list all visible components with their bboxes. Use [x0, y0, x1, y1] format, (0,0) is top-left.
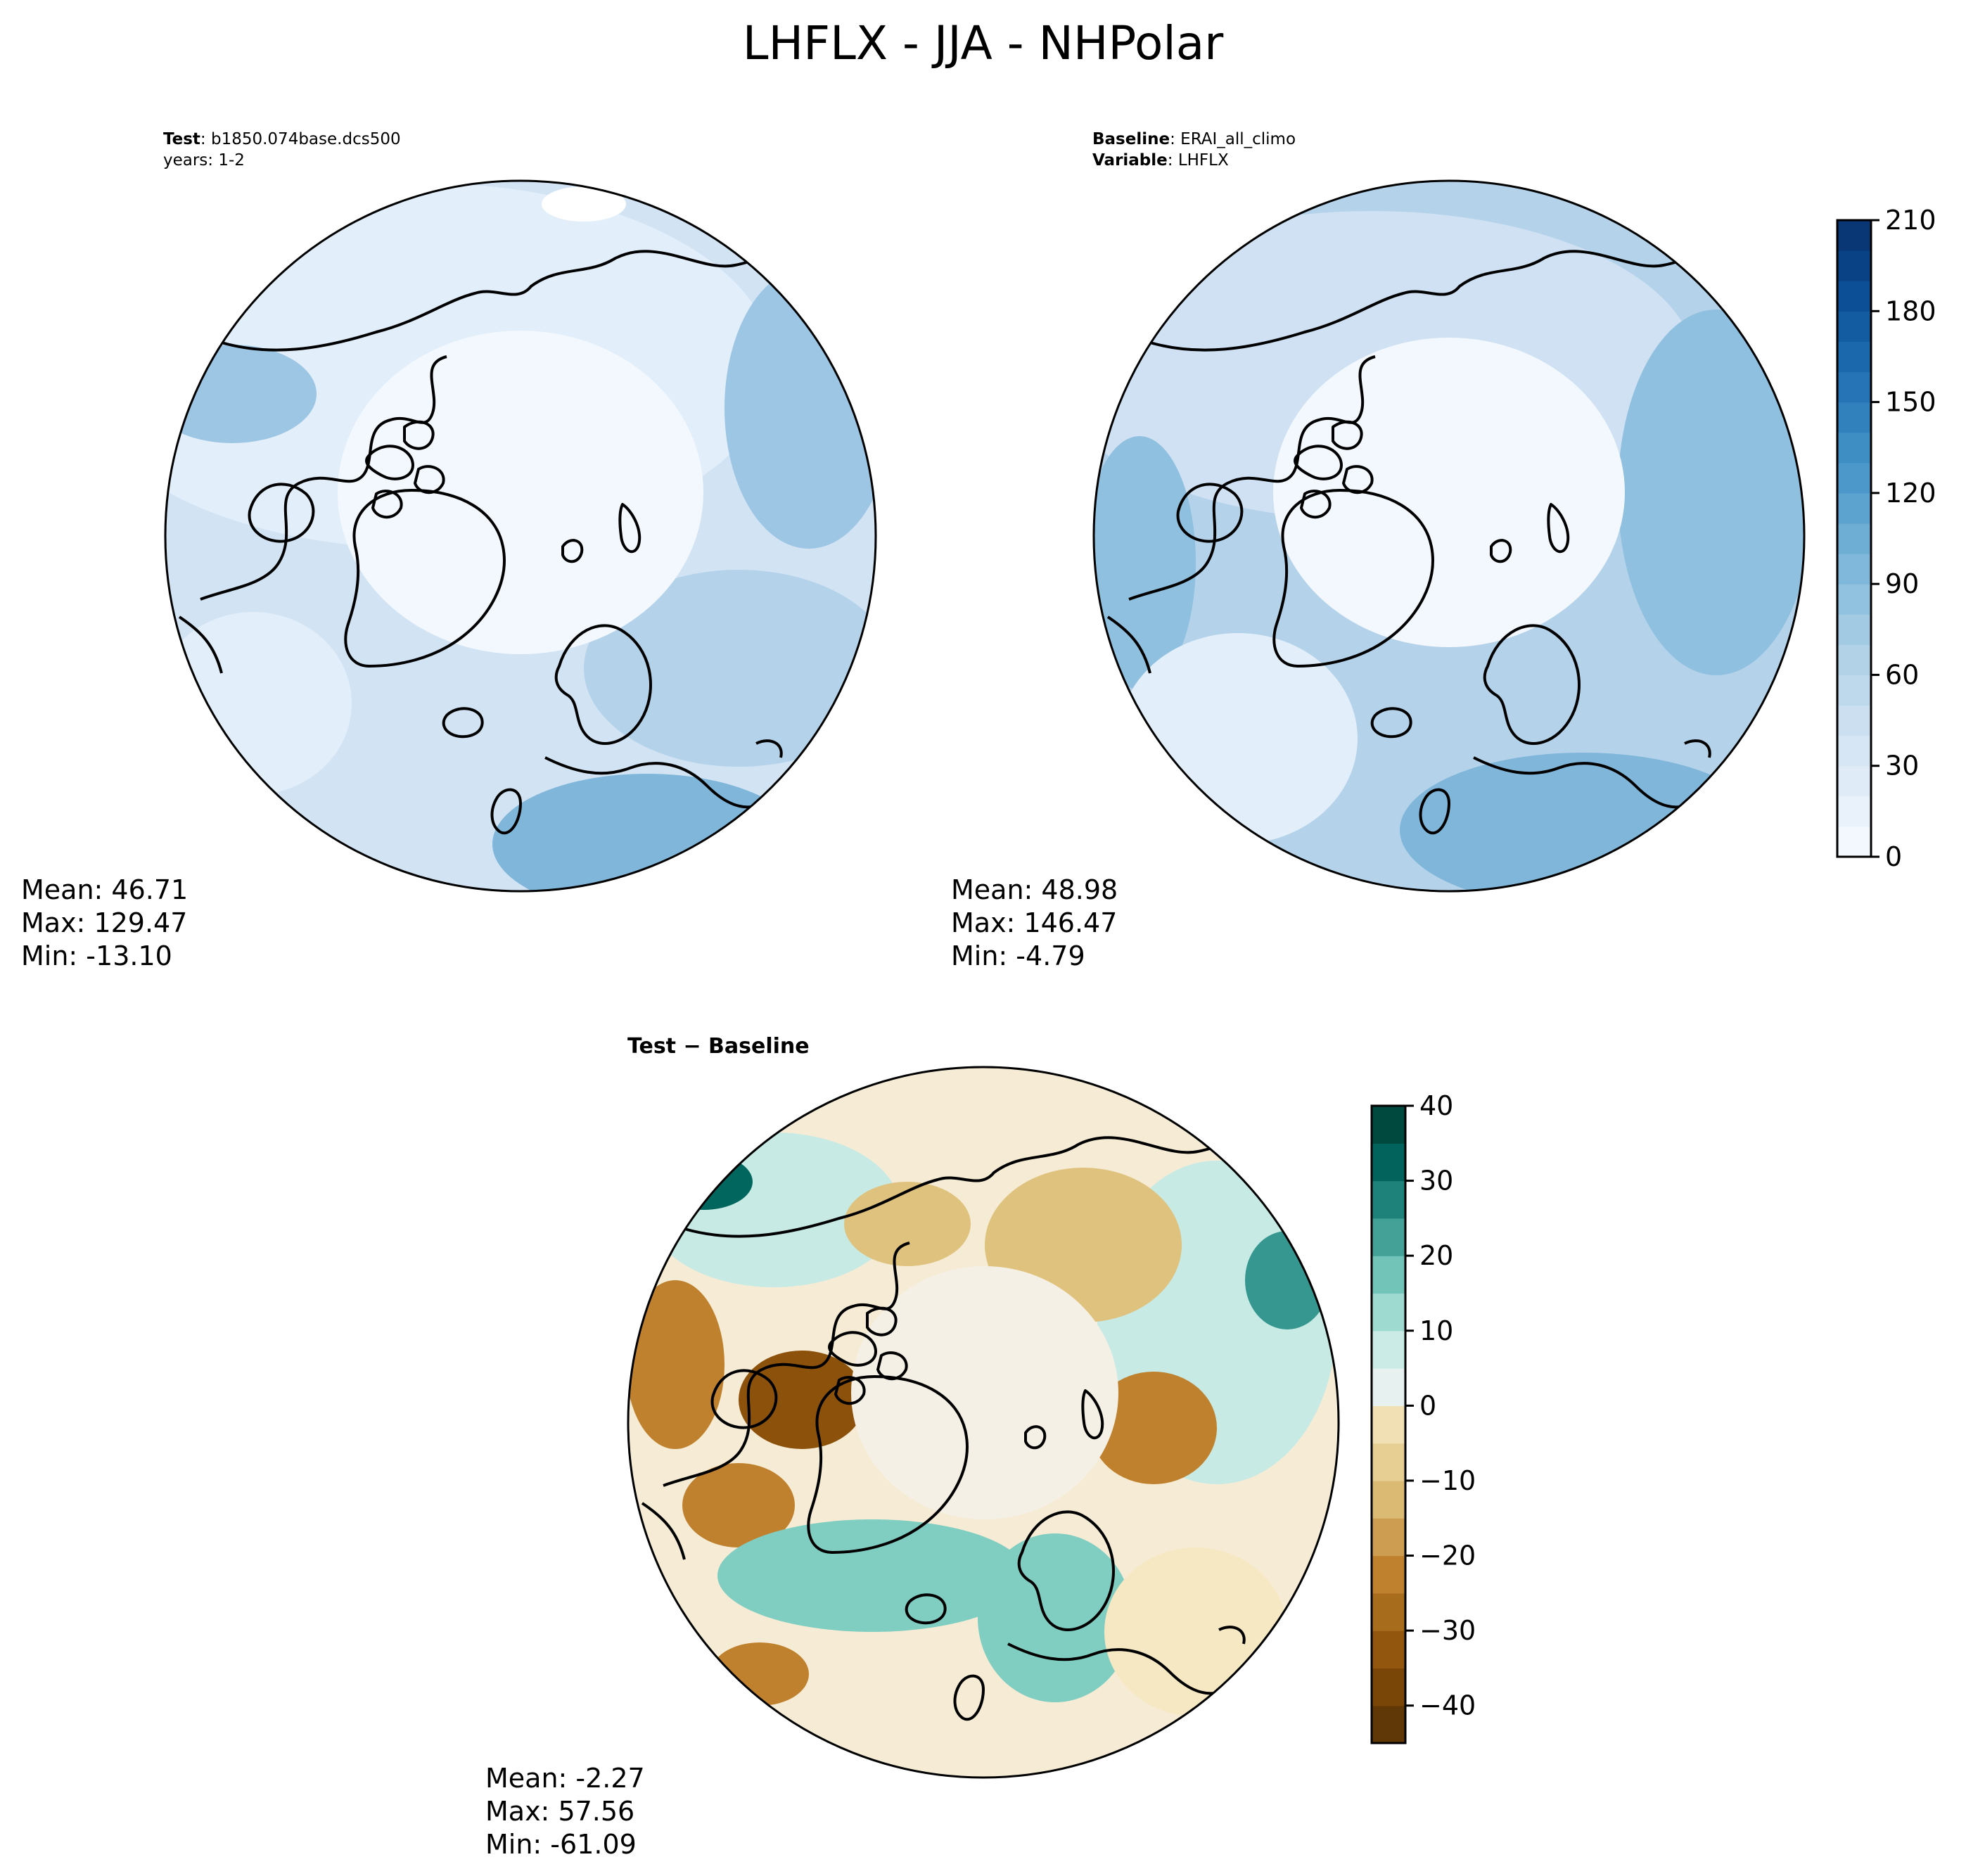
- baseline-colorbar-bin: [1837, 523, 1871, 554]
- diff-colorbar-bin: [1372, 1555, 1405, 1594]
- diff-max: Max: 57.56: [485, 1796, 635, 1827]
- baseline-colorbar-bin: [1837, 826, 1871, 857]
- diff-colorbar-bin: [1372, 1705, 1405, 1744]
- test-max: Max: 129.47: [21, 907, 188, 938]
- baseline-colorbar-bin: [1837, 402, 1871, 433]
- diff-colorbar-tick-label: 20: [1419, 1240, 1453, 1271]
- page-title: LHFLX - JJA - NHPolar: [742, 16, 1224, 70]
- baseline-map: [1094, 181, 1804, 891]
- variable-label-value: LHFLX: [1177, 151, 1229, 170]
- baseline-max: Max: 146.47: [951, 907, 1118, 938]
- baseline-colorbar-bin: [1837, 644, 1871, 676]
- diff-colorbar-bin: [1372, 1631, 1405, 1669]
- test-stats: Mean: 46.71 Max: 129.47 Min: -13.10: [21, 874, 188, 973]
- baseline-colorbar-bin: [1837, 614, 1871, 645]
- diff-colorbar-frame: [1370, 1104, 1407, 1744]
- baseline-label-value: ERAI_all_climo: [1180, 130, 1296, 148]
- diff-colorbar-bin: [1372, 1330, 1405, 1369]
- baseline-colorbar-tick-label: 30: [1885, 751, 1919, 781]
- baseline-min: Min: -4.79: [951, 940, 1085, 971]
- diff-colorbar-tick-label: 0: [1419, 1390, 1436, 1421]
- baseline-colorbar-tick-label: 150: [1885, 387, 1936, 418]
- baseline-mean: Mean: 48.98: [951, 874, 1118, 905]
- diff-colorbar-bin: [1372, 1368, 1405, 1406]
- baseline-colorbar-tick-label: 60: [1885, 659, 1919, 690]
- diff-colorbar-tick-label: −30: [1419, 1615, 1476, 1646]
- diff-colorbar-bin: [1372, 1106, 1405, 1144]
- diff-colorbar-bin: [1372, 1593, 1405, 1631]
- baseline-colorbar-bin: [1837, 735, 1871, 767]
- diff-colorbar-tick-label: 40: [1419, 1090, 1453, 1121]
- diff-colorbar-bin: [1372, 1256, 1405, 1294]
- baseline-colorbar-tick-label: 90: [1885, 568, 1919, 599]
- diff-mean: Mean: -2.27: [485, 1763, 645, 1794]
- diff-colorbar-bin: [1372, 1480, 1405, 1519]
- diff-colorbar-bin: [1372, 1293, 1405, 1332]
- diff-colorbar-bin: [1372, 1518, 1405, 1557]
- test-mean: Mean: 46.71: [21, 874, 189, 905]
- diff-colorbar-tick-label: −10: [1419, 1465, 1476, 1496]
- diff-map: [628, 1067, 1339, 1778]
- baseline-colorbar-tick-label: 180: [1885, 295, 1936, 326]
- test-min: Min: -13.10: [21, 940, 172, 971]
- baseline-colorbar-tick-label: 0: [1885, 841, 1902, 872]
- diff-colorbar-bin: [1372, 1443, 1405, 1481]
- diff-panel-label: Test − Baseline: [627, 1034, 810, 1059]
- baseline-colorbar-bin: [1837, 250, 1871, 281]
- diff-stats: Mean: -2.27 Max: 57.56 Min: -61.09: [485, 1762, 645, 1861]
- variable-label: Variable: LHFLX: [1092, 151, 1229, 170]
- test-panel-label: Test: b1850.074base.dcs500: [163, 130, 401, 148]
- baseline-colorbar-tick-label: 210: [1885, 205, 1936, 236]
- baseline-colorbar-bin: [1837, 705, 1871, 736]
- baseline-colorbar-bin: [1837, 765, 1871, 797]
- diff-colorbar-tick-label: 10: [1419, 1315, 1453, 1346]
- baseline-colorbar-bin: [1837, 492, 1871, 524]
- baseline-colorbar-bin: [1837, 462, 1871, 494]
- diff-map-boundary: [627, 1066, 1340, 1779]
- diff-colorbar-bin: [1372, 1668, 1405, 1706]
- baseline-map-boundary: [1092, 179, 1806, 893]
- baseline-stats: Mean: 48.98 Max: 146.47 Min: -4.79: [951, 874, 1118, 973]
- test-label-key: Test: [163, 130, 200, 148]
- baseline-colorbar-bin: [1837, 675, 1871, 706]
- baseline-panel-label: Baseline: ERAI_all_climo: [1092, 130, 1296, 148]
- baseline-colorbar-bin: [1837, 584, 1871, 615]
- diff-colorbar-bin: [1372, 1218, 1405, 1256]
- diff-colorbar-tick-label: −40: [1419, 1690, 1476, 1721]
- diff-colorbar-bin: [1372, 1405, 1405, 1444]
- baseline-colorbar-bin: [1837, 432, 1871, 464]
- test-years-label: years: 1-2: [163, 151, 245, 170]
- baseline-colorbar-frame: [1836, 219, 1872, 858]
- test-map: [165, 181, 876, 891]
- diff-colorbar-bin: [1372, 1143, 1405, 1182]
- diff-colorbar-tick-label: −20: [1419, 1540, 1476, 1571]
- diff-colorbar: −40 −30 −20 −10 0 10 20 30 40: [1370, 1090, 1476, 1744]
- baseline-colorbar-bin: [1837, 341, 1871, 373]
- baseline-colorbar-bin: [1837, 311, 1871, 342]
- baseline-colorbar: 0 30 60 90 120 150 180 210: [1836, 205, 1936, 872]
- diff-colorbar-tick-label: 30: [1419, 1166, 1453, 1197]
- baseline-colorbar-bin: [1837, 554, 1871, 585]
- baseline-colorbar-bin: [1837, 281, 1871, 312]
- baseline-colorbar-bin: [1837, 371, 1871, 403]
- test-label-value: b1850.074base.dcs500: [210, 130, 401, 148]
- baseline-label-key: Baseline: [1092, 130, 1170, 148]
- baseline-colorbar-tick-label: 120: [1885, 478, 1936, 509]
- diff-colorbar-bin: [1372, 1180, 1405, 1219]
- diff-min: Min: -61.09: [485, 1829, 637, 1860]
- test-map-boundary: [164, 179, 877, 893]
- baseline-colorbar-bin: [1837, 220, 1871, 251]
- baseline-colorbar-bin: [1837, 796, 1871, 827]
- variable-label-key: Variable: [1092, 151, 1168, 170]
